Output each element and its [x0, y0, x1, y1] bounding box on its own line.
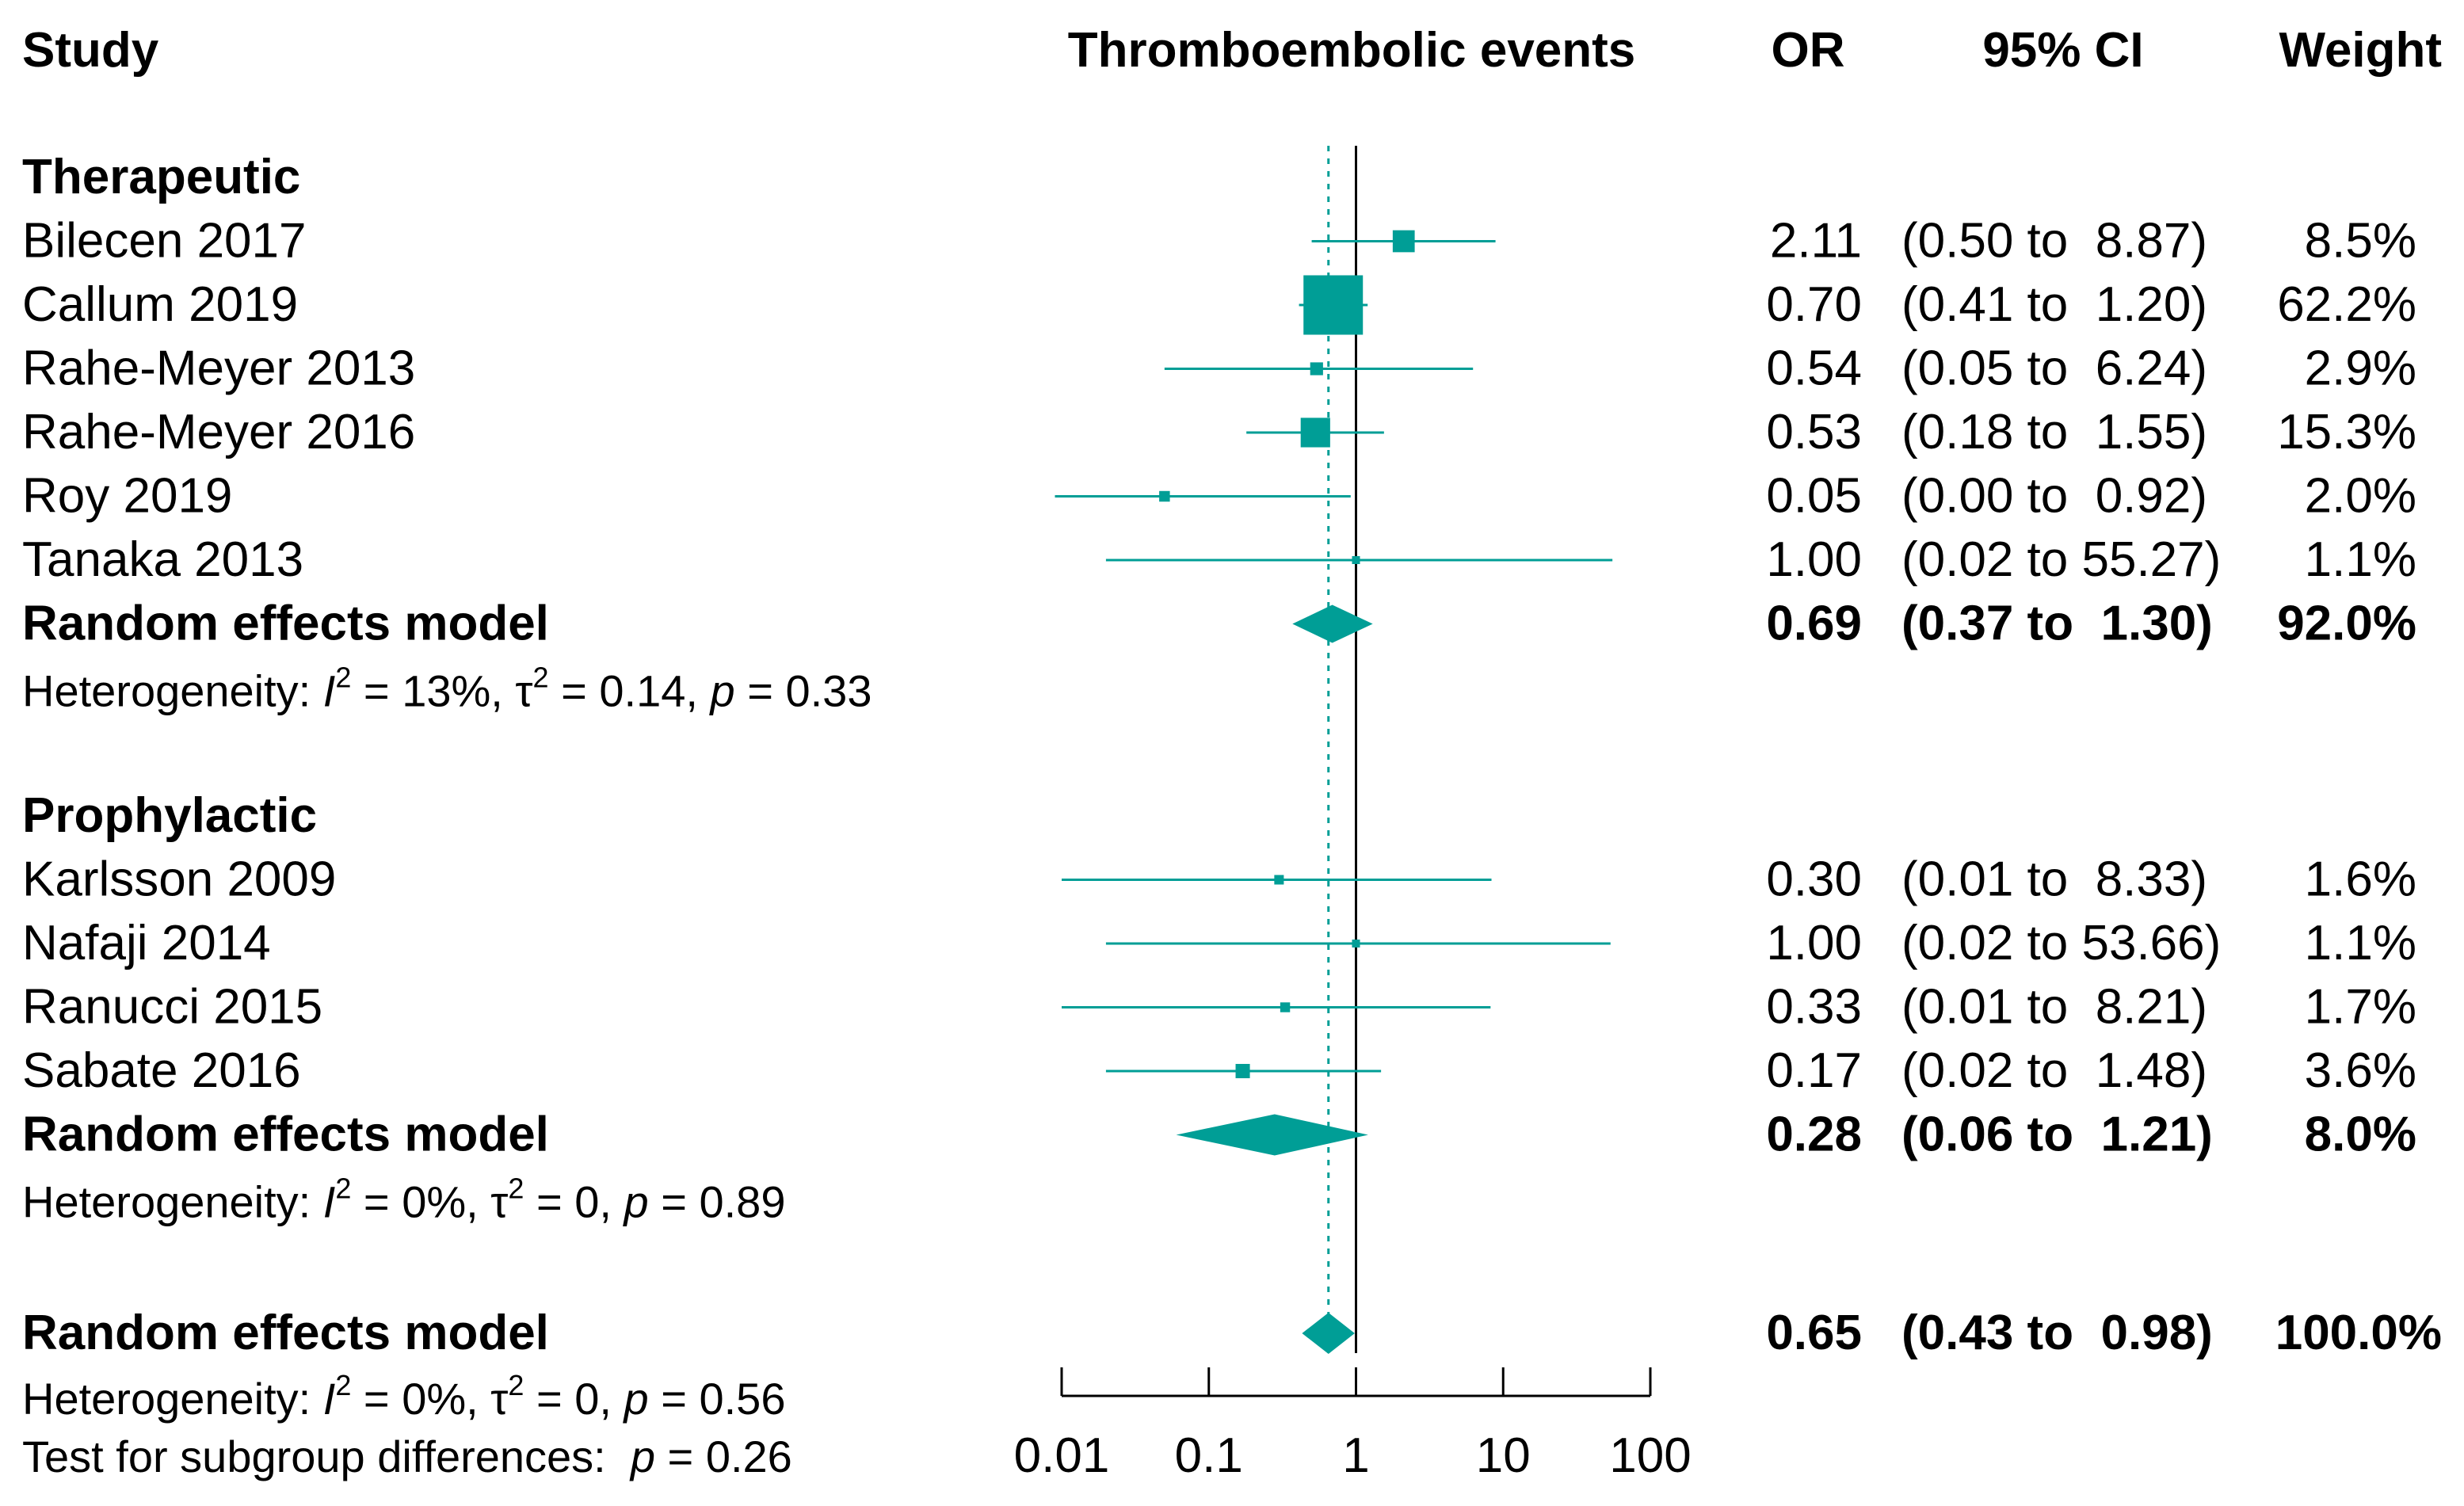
study-label: Ranucci 2015	[22, 980, 322, 1035]
or-value: 0.33	[1766, 980, 1862, 1035]
header-plot: Thromboembolic events	[1068, 23, 1636, 78]
study-square	[1280, 1002, 1291, 1012]
x-tick-label: 0.1	[1175, 1428, 1243, 1483]
study-square	[1352, 940, 1360, 947]
forest-rows: Therapeutic Bilecen 2017 2.11 (0.50 to 8.87…	[22, 150, 2442, 1481]
ci-value: (0.01 to 8.21)	[1901, 980, 2207, 1035]
weight-value: 1.1%	[2305, 916, 2416, 970]
ci-value: (0.41 to 1.20)	[1901, 277, 2207, 332]
study-label: Callum 2019	[22, 277, 298, 332]
study-square	[1392, 230, 1415, 253]
heterogeneity-text: Heterogeneity: I2 = 0%, τ2 = 0, p = 0.56	[22, 1369, 785, 1424]
weight-value: 3.6%	[2305, 1043, 2416, 1098]
ci-value: (0.18 to 1.55)	[1901, 405, 2207, 459]
or-value: 0.30	[1766, 852, 1862, 907]
study-square	[1352, 556, 1360, 564]
heterogeneity-text: Heterogeneity: I2 = 0%, τ2 = 0, p = 0.89	[22, 1172, 785, 1227]
study-square	[1235, 1063, 1250, 1079]
ci-value: (0.02 to 1.48)	[1901, 1043, 2207, 1098]
weight-value: 92.0%	[2277, 597, 2416, 651]
subgroup-test-text: Test for subgroup differences: p = 0.26	[22, 1432, 792, 1481]
study-label: Rahe-Meyer 2016	[22, 405, 415, 459]
ci-value: (0.01 to 8.33)	[1901, 852, 2207, 907]
study-label: Karlsson 2009	[22, 852, 336, 907]
ci-value: (0.02 to 53.66)	[1901, 916, 2221, 970]
or-value: 0.05	[1766, 469, 1862, 524]
ci-value: (0.37 to 1.30)	[1901, 597, 2213, 651]
or-value: 0.65	[1766, 1306, 1862, 1360]
ci-value: (0.00 to 0.92)	[1901, 469, 2207, 524]
x-axis: 0.01 0.1 1 10 100	[1014, 1367, 1692, 1483]
or-value: 0.28	[1766, 1108, 1862, 1162]
header-study: Study	[22, 23, 159, 78]
weight-value: 62.2%	[2277, 277, 2416, 332]
x-tick-label: 0.01	[1014, 1428, 1110, 1483]
ci-value: (0.02 to 55.27)	[1901, 532, 2221, 587]
weight-value: 1.1%	[2305, 532, 2416, 587]
header-or: OR	[1772, 23, 1845, 78]
or-value: 1.00	[1766, 532, 1862, 587]
study-label: Sabate 2016	[22, 1043, 301, 1098]
ci-value: (0.05 to 6.24)	[1901, 341, 2207, 396]
header-weight: Weight	[2279, 23, 2443, 78]
pooled-diamond	[1302, 1313, 1355, 1354]
weight-value: 1.7%	[2305, 980, 2416, 1035]
pooled-label: Random effects model	[22, 597, 549, 651]
study-square	[1159, 490, 1170, 502]
pooled-label: Random effects model	[22, 1108, 549, 1162]
or-value: 2.11	[1770, 214, 1862, 269]
ci-value: (0.06 to 1.21)	[1901, 1108, 2213, 1162]
pooled-diamond	[1292, 604, 1373, 643]
weight-value: 8.5%	[2305, 214, 2416, 269]
weight-value: 8.0%	[2305, 1108, 2416, 1162]
ci-value: (0.43 to 0.98)	[1901, 1306, 2213, 1360]
heterogeneity-text: Heterogeneity: I2 = 13%, τ2 = 0.14, p = …	[22, 661, 872, 716]
study-label: Nafaji 2014	[22, 916, 271, 970]
weight-value: 1.6%	[2305, 852, 2416, 907]
study-label: Tanaka 2013	[22, 532, 303, 587]
weight-value: 15.3%	[2277, 405, 2416, 459]
pooled-diamond	[1176, 1114, 1368, 1156]
study-label: Roy 2019	[22, 469, 232, 524]
weight-value: 2.0%	[2305, 469, 2416, 524]
or-value: 0.70	[1766, 277, 1862, 332]
or-value: 0.69	[1766, 597, 1862, 651]
or-value: 1.00	[1766, 916, 1862, 970]
study-label: Rahe-Meyer 2013	[22, 341, 415, 396]
weight-value: 100.0%	[2275, 1306, 2442, 1360]
group-title: Prophylactic	[22, 788, 317, 843]
header-ci: 95% CI	[1982, 23, 2143, 78]
or-value: 0.53	[1766, 405, 1862, 459]
study-square	[1303, 275, 1364, 335]
x-tick-label: 100	[1609, 1428, 1691, 1483]
study-square	[1274, 875, 1284, 885]
x-tick-label: 10	[1476, 1428, 1531, 1483]
ci-value: (0.50 to 8.87)	[1901, 214, 2207, 269]
x-tick-label: 1	[1342, 1428, 1369, 1483]
study-label: Bilecen 2017	[22, 214, 307, 269]
study-square	[1300, 417, 1330, 448]
overall-label: Random effects model	[22, 1306, 549, 1360]
or-value: 0.17	[1766, 1043, 1862, 1098]
or-value: 0.54	[1766, 341, 1862, 396]
group-title: Therapeutic	[22, 150, 300, 204]
weight-value: 2.9%	[2305, 341, 2416, 396]
study-square	[1310, 362, 1323, 376]
